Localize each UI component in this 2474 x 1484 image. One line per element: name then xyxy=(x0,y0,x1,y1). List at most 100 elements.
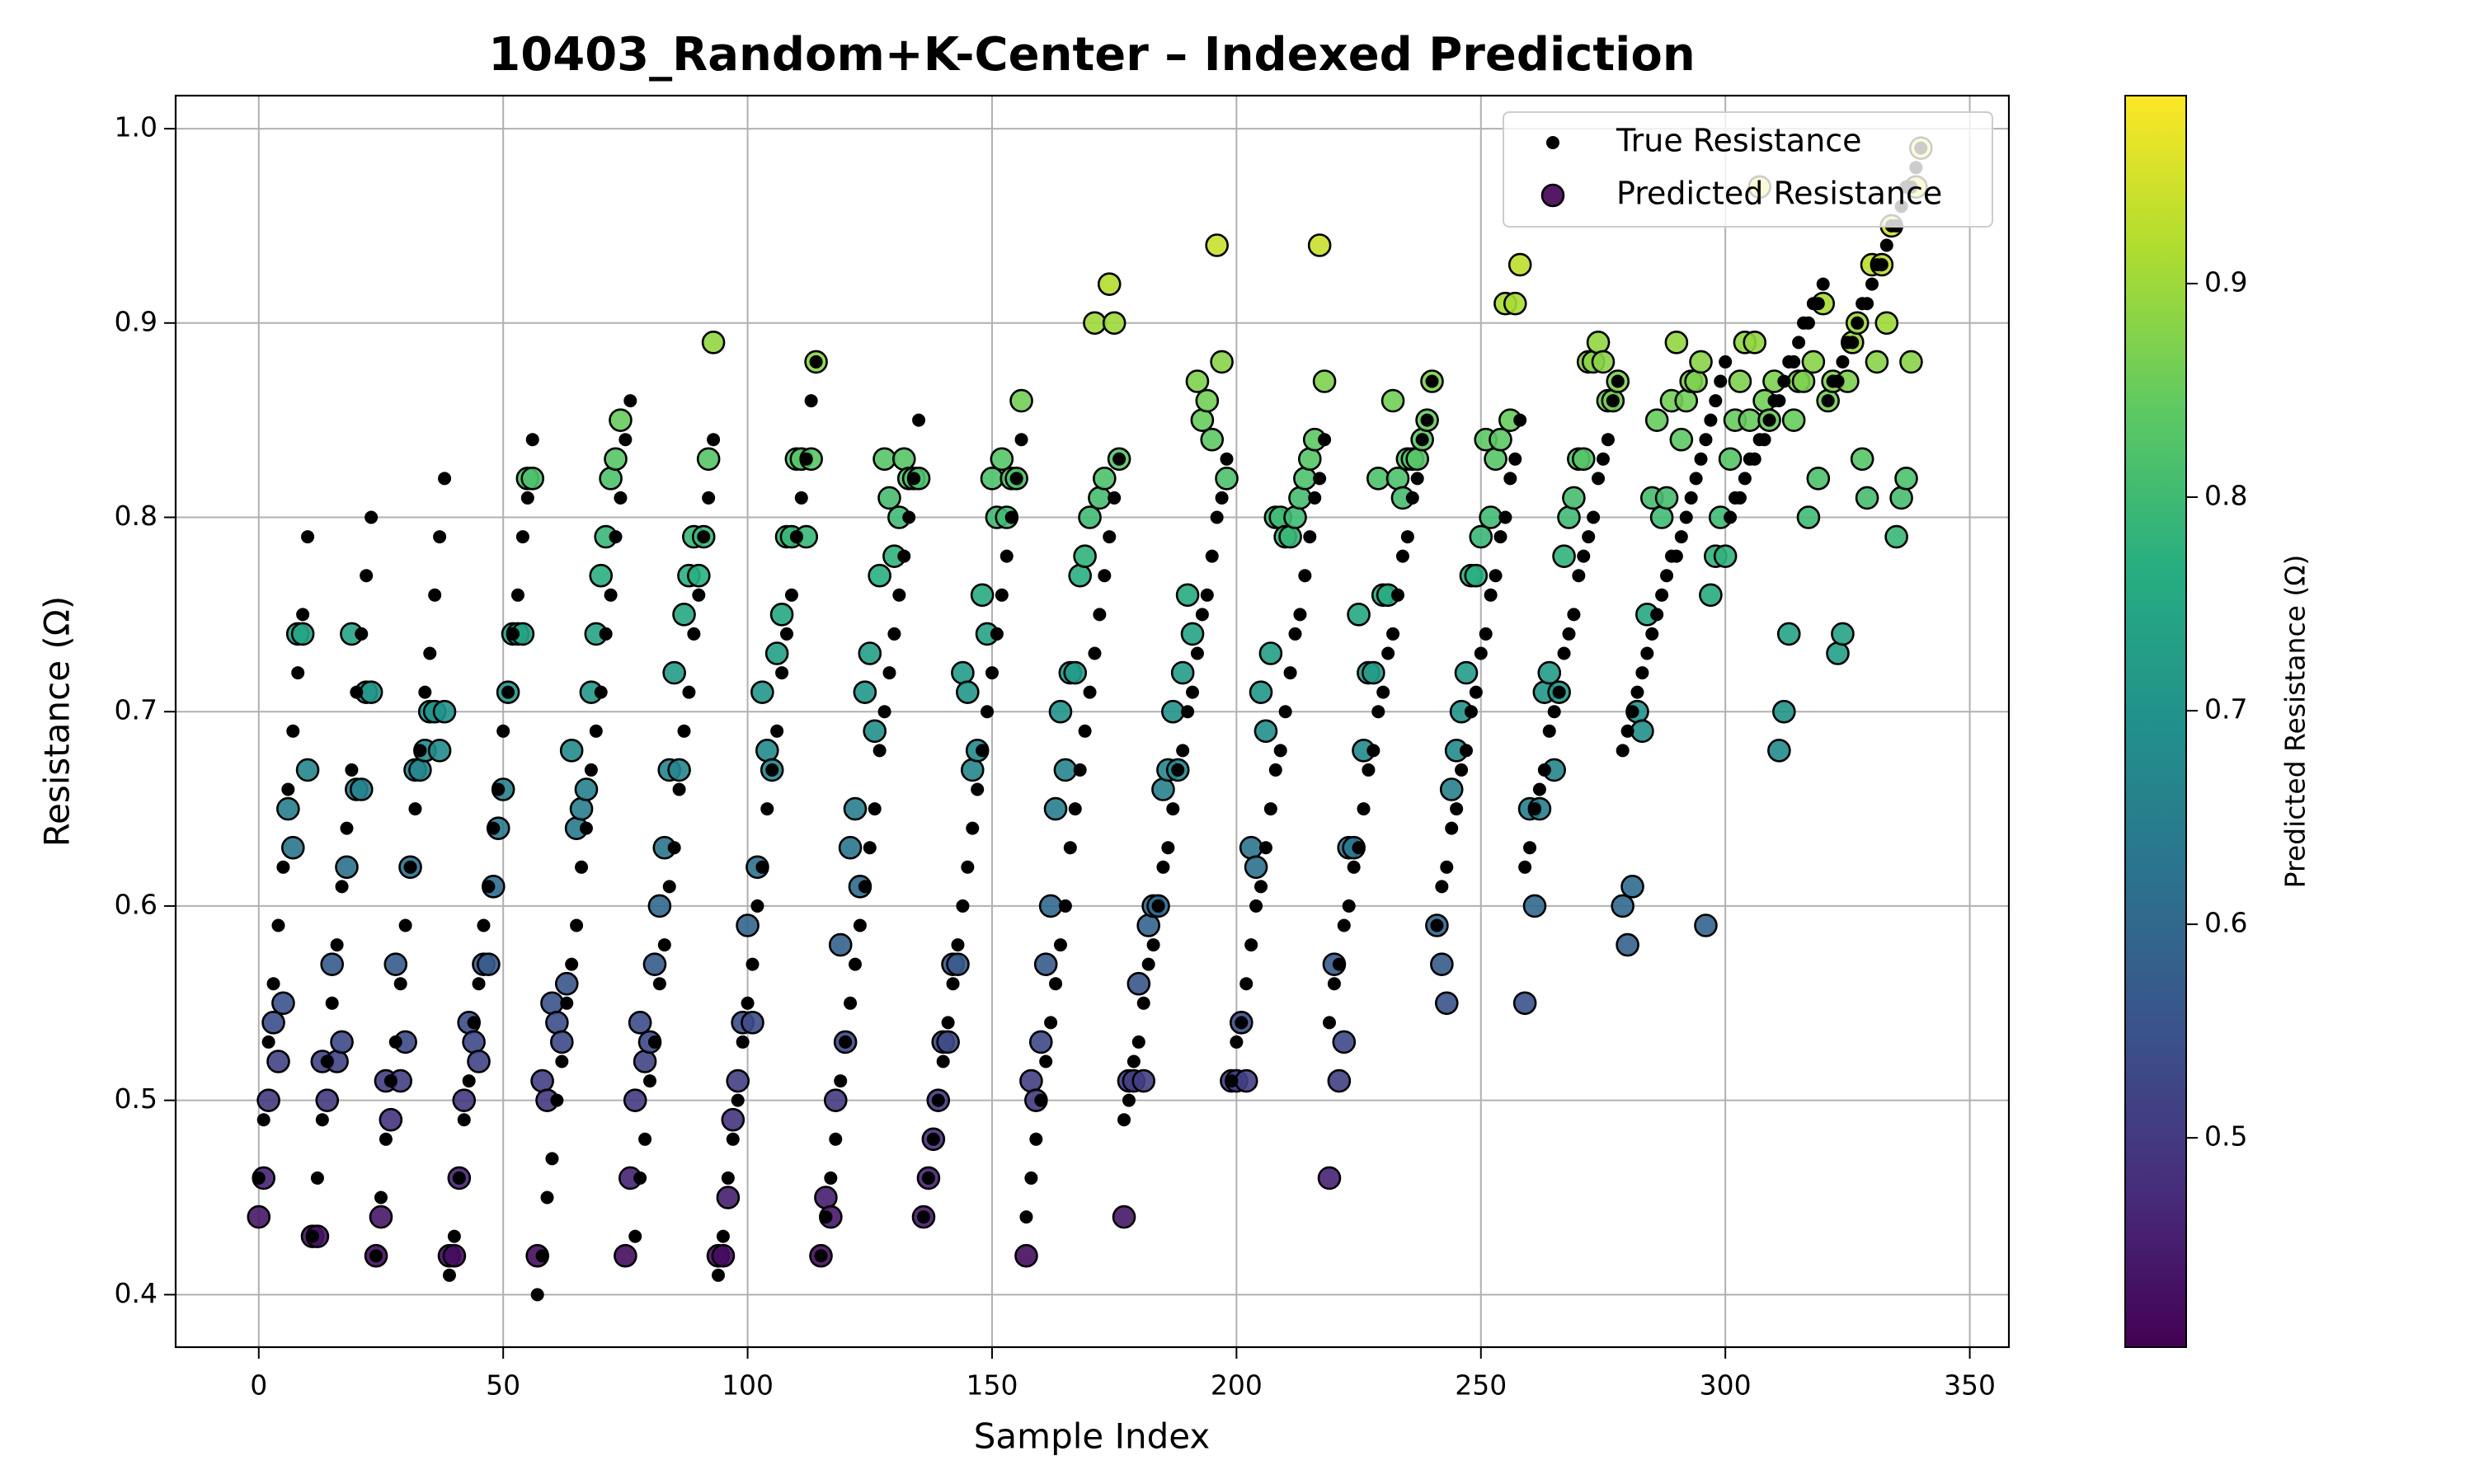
true-point xyxy=(721,1171,735,1185)
true-point xyxy=(1879,238,1893,252)
predicted-point xyxy=(1205,233,1229,257)
predicted-point xyxy=(1312,369,1337,393)
predicted-point xyxy=(280,835,305,860)
true-point xyxy=(1459,744,1473,758)
true-point xyxy=(1391,588,1404,602)
true-point xyxy=(1210,510,1224,524)
predicted-point xyxy=(276,796,300,821)
true-point xyxy=(1093,608,1107,622)
true-point xyxy=(1836,355,1850,369)
true-point xyxy=(1415,433,1429,447)
true-point xyxy=(379,1132,393,1146)
predicted-point xyxy=(1552,544,1576,568)
true-point xyxy=(1747,452,1761,466)
true-point xyxy=(1787,355,1801,369)
predicted-point xyxy=(868,563,891,588)
true-point xyxy=(1689,472,1703,486)
true-point xyxy=(1527,802,1541,816)
predicted-point xyxy=(462,1030,486,1054)
predicted-point xyxy=(1781,408,1806,432)
predicted-point xyxy=(1043,796,1068,821)
true-point xyxy=(614,491,628,505)
predicted-point xyxy=(853,680,877,704)
predicted-point xyxy=(1234,1068,1258,1093)
predicted-point xyxy=(755,739,779,763)
true-point xyxy=(462,1074,476,1088)
true-point xyxy=(457,1113,471,1127)
true-point xyxy=(355,627,369,641)
true-point xyxy=(672,782,686,796)
true-point xyxy=(1562,627,1576,641)
true-point xyxy=(872,744,887,758)
true-point xyxy=(575,860,589,874)
true-point xyxy=(618,433,633,447)
true-point xyxy=(999,549,1014,563)
true-point xyxy=(936,1054,950,1068)
true-point xyxy=(438,472,452,486)
predicted-point xyxy=(970,583,995,608)
predicted-point xyxy=(604,447,628,472)
true-point xyxy=(1073,763,1087,777)
true-point xyxy=(887,627,901,641)
true-point xyxy=(291,666,305,680)
true-point xyxy=(1577,549,1591,563)
true-point xyxy=(482,880,496,894)
predicted-point xyxy=(863,719,887,744)
true-point xyxy=(525,433,539,447)
true-point xyxy=(1053,938,1067,952)
true-point xyxy=(1303,530,1317,544)
true-point xyxy=(652,977,666,991)
true-point xyxy=(510,588,524,602)
predicted-point xyxy=(1073,544,1097,568)
true-point xyxy=(1200,588,1214,602)
predicted-point xyxy=(1464,563,1489,588)
true-point xyxy=(784,588,798,602)
x-tick-label: 50 xyxy=(486,1369,520,1402)
true-point xyxy=(926,1132,940,1146)
predicted-point xyxy=(452,1088,477,1112)
true-point xyxy=(492,782,506,796)
predicted-point xyxy=(1791,369,1816,393)
true-point xyxy=(408,802,422,816)
predicted-point xyxy=(951,660,975,685)
predicted-point xyxy=(1694,913,1718,937)
predicted-point xyxy=(946,952,970,976)
true-point xyxy=(1122,1093,1136,1107)
true-point xyxy=(868,802,882,816)
predicted-point xyxy=(711,1243,736,1268)
true-point xyxy=(707,433,721,447)
predicted-point xyxy=(628,1011,652,1035)
true-point xyxy=(912,413,926,427)
true-point xyxy=(1669,549,1683,563)
predicted-point xyxy=(1297,447,1322,472)
predicted-point xyxy=(1620,875,1644,899)
true-point xyxy=(1557,646,1571,660)
predicted-point xyxy=(530,1068,554,1093)
true-point xyxy=(1332,957,1346,971)
predicted-point xyxy=(1669,427,1694,452)
predicted-point xyxy=(877,486,901,510)
predicted-point xyxy=(662,660,686,685)
y-tick-label: 0.7 xyxy=(115,694,158,726)
predicted-point xyxy=(1831,622,1855,646)
true-point xyxy=(1263,802,1277,816)
true-point xyxy=(383,1074,397,1088)
true-point xyxy=(545,1152,559,1166)
predicted-point xyxy=(1776,622,1801,646)
predicted-point xyxy=(1014,1243,1038,1268)
predicted-point xyxy=(1332,1030,1357,1054)
true-point xyxy=(442,1268,456,1282)
predicted-point xyxy=(467,1050,491,1073)
predicted-point xyxy=(1190,408,1215,432)
x-tick-label: 0 xyxy=(250,1369,267,1402)
predicted-point xyxy=(1674,388,1699,413)
x-axis-label: Sample Index xyxy=(974,1416,1210,1457)
true-point xyxy=(1489,569,1503,583)
true-point xyxy=(1405,491,1419,505)
y-tick-label: 1.0 xyxy=(115,111,158,143)
predicted-point xyxy=(721,1107,745,1132)
true-point xyxy=(1445,821,1459,835)
predicted-point xyxy=(1454,660,1479,685)
predicted-point xyxy=(1244,855,1268,880)
